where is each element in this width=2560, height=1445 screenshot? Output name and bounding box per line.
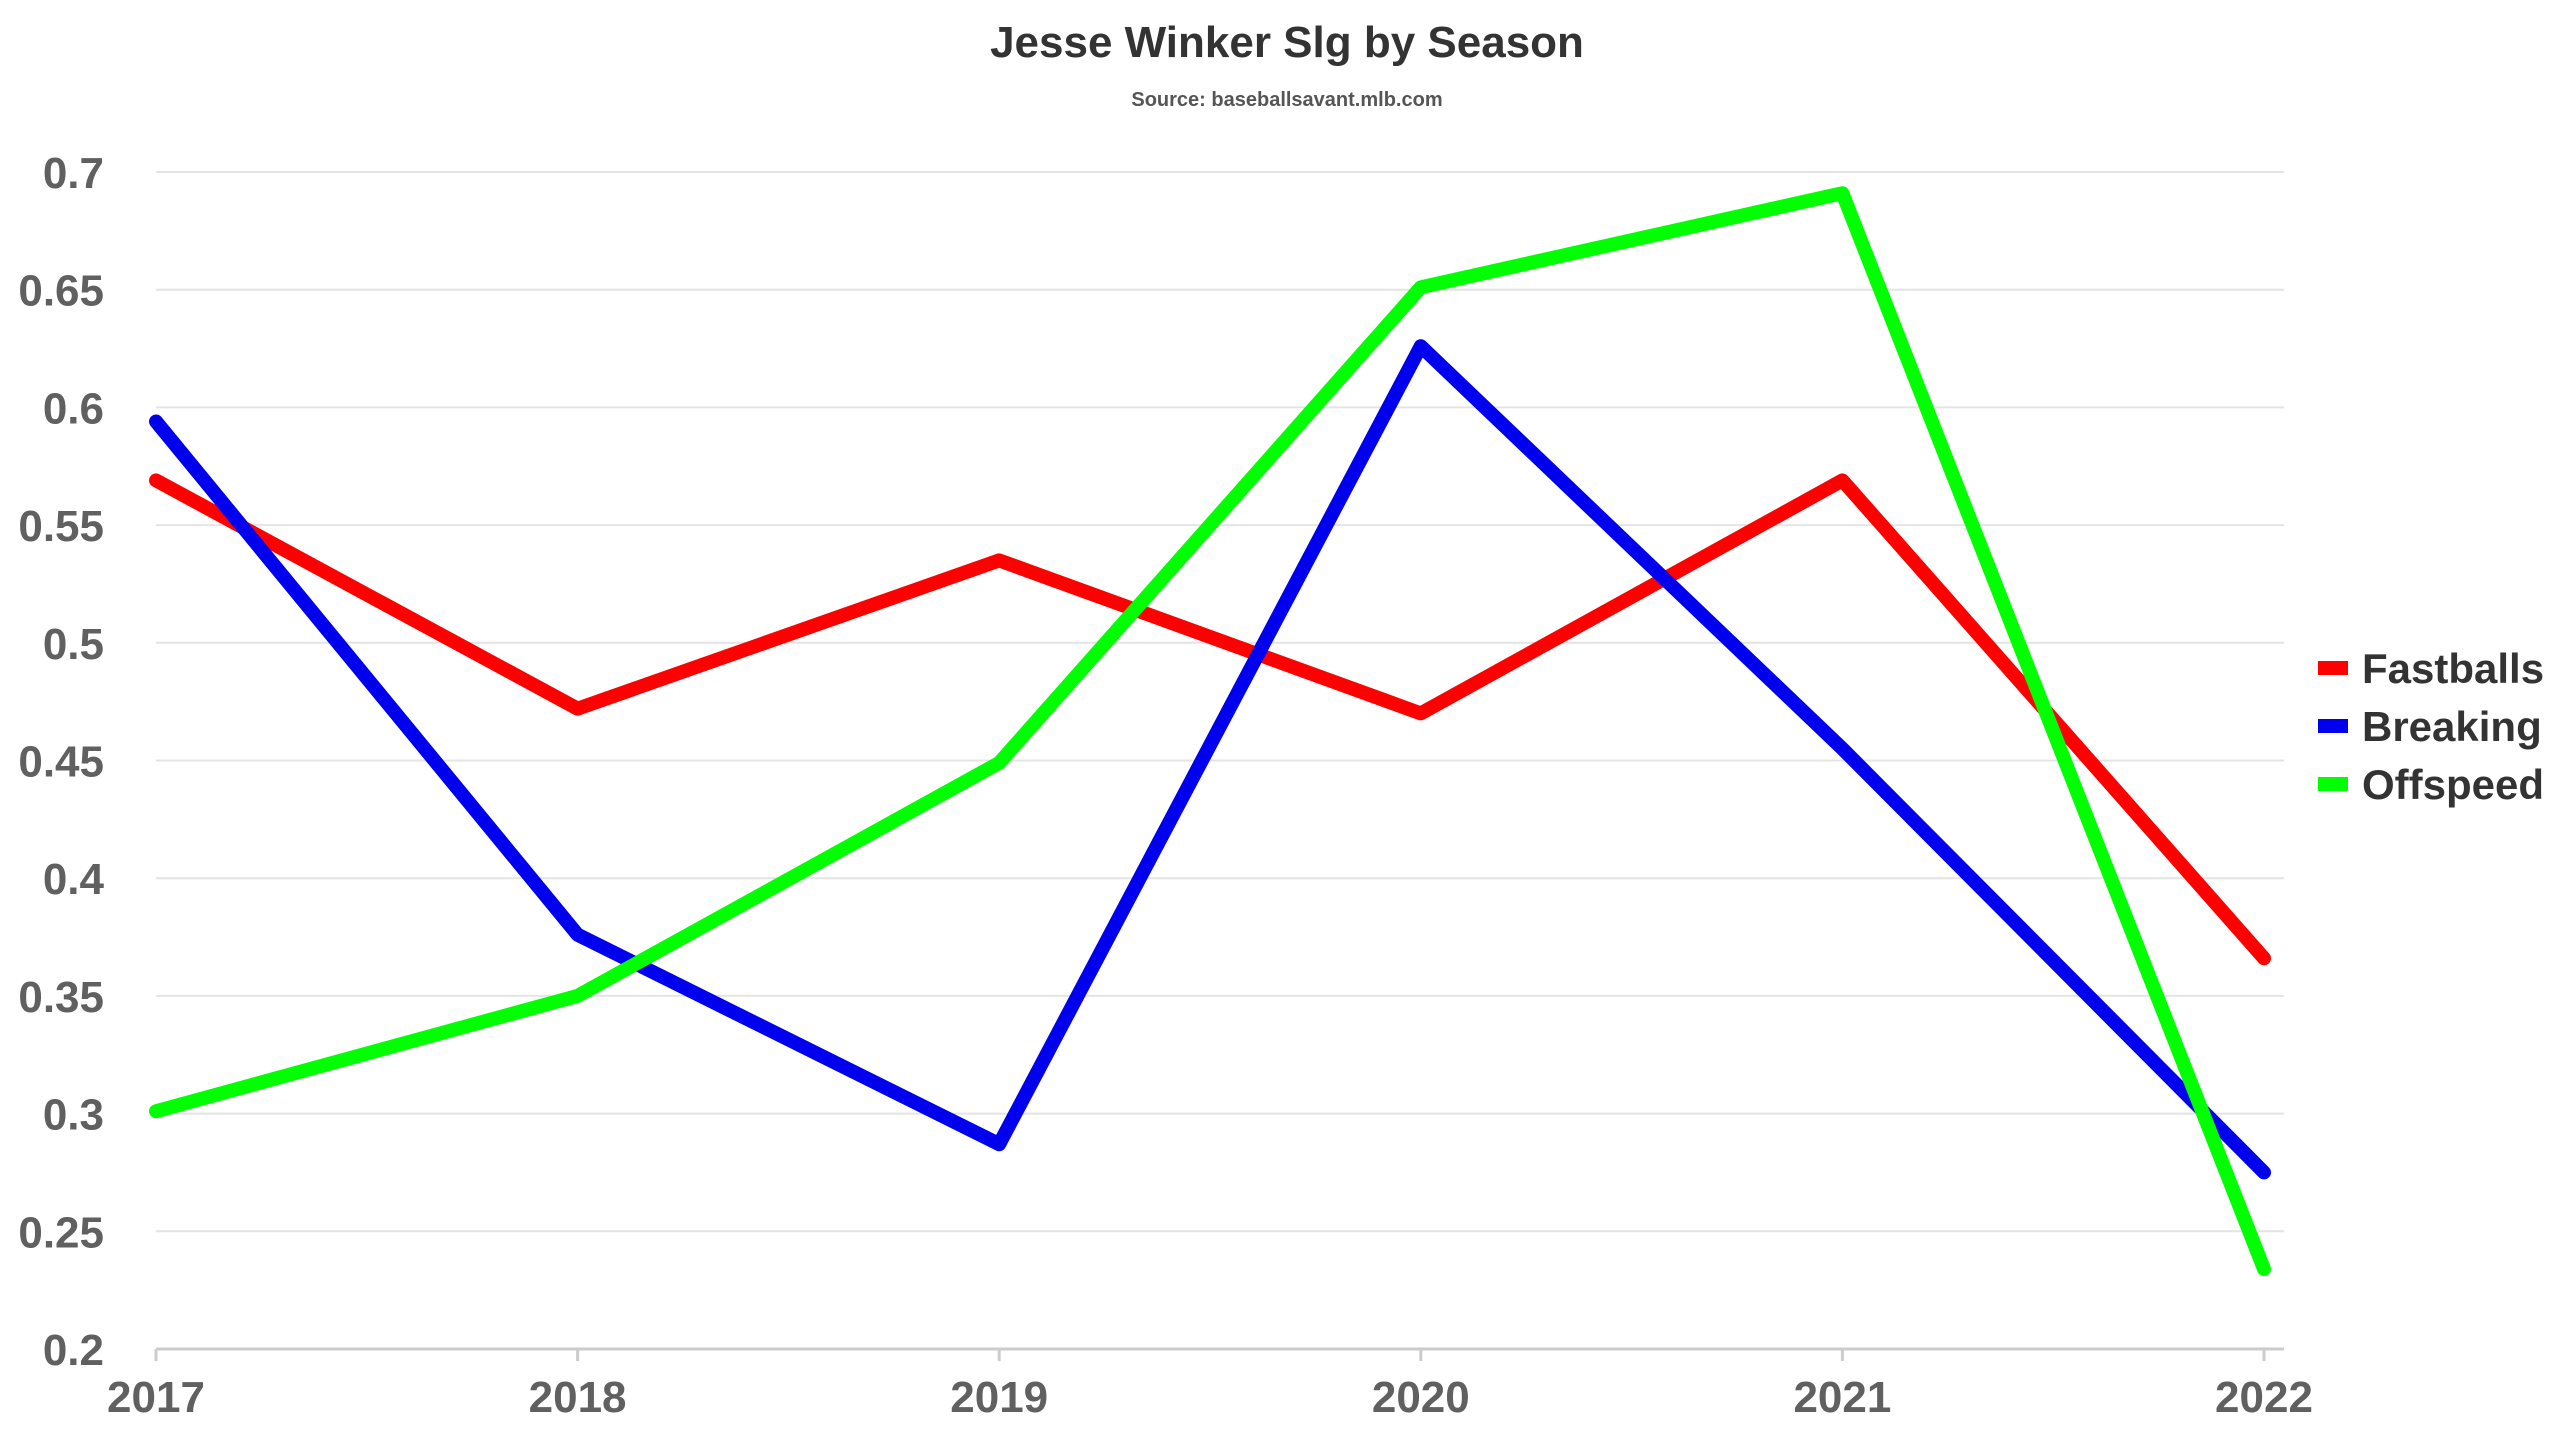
series-line-fastballs bbox=[149, 473, 2271, 966]
legend: Fastballs Breaking Offspeed bbox=[2318, 645, 2544, 808]
y-tick-label: 0.7 bbox=[43, 149, 104, 198]
x-tick-label: 2018 bbox=[529, 1373, 627, 1422]
data-point-fastballs bbox=[997, 558, 1002, 563]
data-point-offspeed bbox=[154, 1109, 158, 1114]
data-point-breaking bbox=[154, 419, 158, 424]
data-point-offspeed bbox=[997, 760, 1002, 765]
y-tick-label: 0.65 bbox=[18, 267, 104, 316]
series-lines bbox=[149, 186, 2271, 1276]
x-tick-label: 2022 bbox=[2215, 1373, 2313, 1422]
chart-title: Jesse Winker Slg by Season bbox=[990, 18, 1584, 67]
data-point-fastballs bbox=[2262, 956, 2266, 961]
data-point-offspeed bbox=[1840, 191, 1845, 196]
x-tick-label: 2017 bbox=[107, 1373, 205, 1422]
legend-label-breaking: Breaking bbox=[2362, 703, 2542, 750]
y-tick-label: 0.55 bbox=[18, 502, 104, 551]
x-tick-label: 2019 bbox=[950, 1373, 1048, 1422]
data-point-breaking bbox=[2262, 1170, 2266, 1175]
legend-label-offspeed: Offspeed bbox=[2362, 761, 2544, 808]
series-line-offspeed bbox=[149, 186, 2271, 1276]
y-tick-label: 0.35 bbox=[18, 973, 104, 1022]
x-tick-label: 2021 bbox=[1793, 1373, 1891, 1422]
grid bbox=[156, 171, 2284, 1351]
data-point-offspeed bbox=[575, 993, 580, 998]
data-point-fastballs bbox=[575, 706, 580, 711]
data-point-breaking bbox=[997, 1142, 1002, 1147]
data-point-breaking bbox=[575, 932, 580, 937]
data-point-offspeed bbox=[1418, 285, 1423, 290]
series-line-breaking bbox=[149, 339, 2271, 1180]
y-tick-label: 0.45 bbox=[18, 738, 104, 787]
y-tick-label: 0.4 bbox=[43, 855, 105, 904]
data-point-breaking bbox=[1840, 746, 1845, 751]
x-axis-ticks: 2017 2018 2019 2020 2021 2022 bbox=[107, 1349, 2313, 1422]
y-tick-label: 0.5 bbox=[43, 620, 104, 669]
data-point-breaking bbox=[1418, 344, 1423, 349]
chart-subtitle: Source: baseballsavant.mlb.com bbox=[1131, 89, 1442, 111]
y-tick-label: 0.2 bbox=[43, 1326, 104, 1375]
y-tick-label: 0.6 bbox=[43, 384, 104, 433]
y-axis-ticks: 0.2 0.25 0.3 0.35 0.4 0.45 0.5 0.55 0.6 0.65 0.7 bbox=[18, 149, 104, 1375]
data-point-offspeed bbox=[2262, 1267, 2266, 1271]
legend-label-fastballs: Fastballs bbox=[2362, 645, 2544, 692]
data-point-fastballs bbox=[1840, 478, 1845, 483]
y-tick-label: 0.25 bbox=[18, 1208, 104, 1257]
data-point-fastballs bbox=[1418, 711, 1423, 716]
y-tick-label: 0.3 bbox=[43, 1091, 104, 1140]
data-point-fastballs bbox=[154, 478, 158, 483]
x-tick-label: 2020 bbox=[1372, 1373, 1470, 1422]
